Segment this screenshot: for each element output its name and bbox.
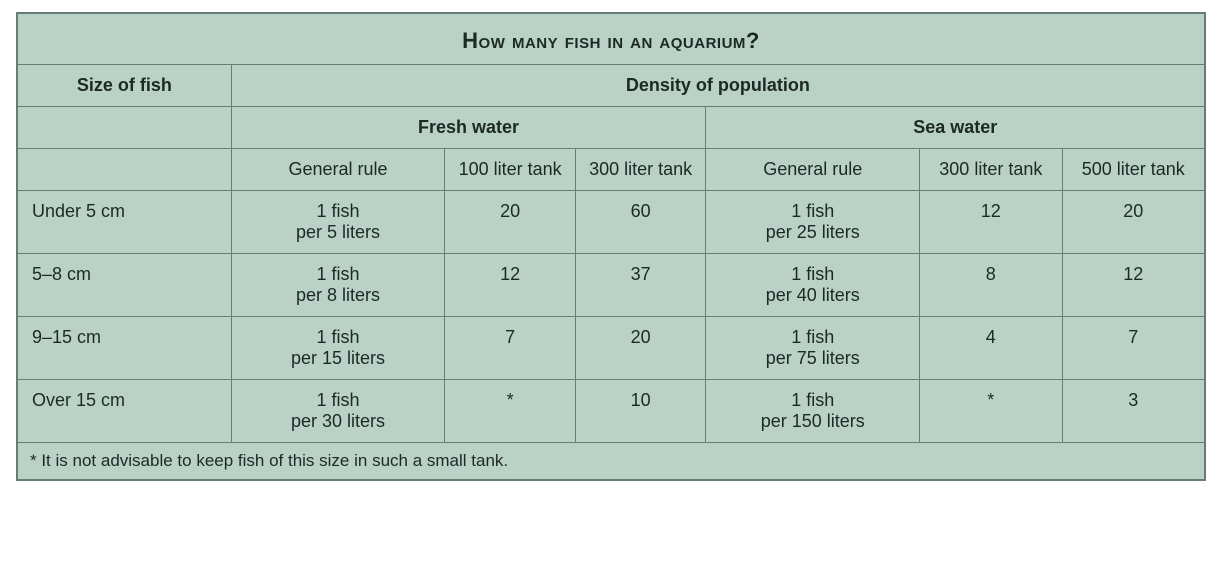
rule-line: 1 fish [716, 264, 909, 285]
size-cell: 5–8 cm [18, 254, 232, 317]
header-row-2: Fresh water Sea water [18, 107, 1205, 149]
rule-line: per 40 liters [716, 285, 909, 306]
size-cell: Under 5 cm [18, 191, 232, 254]
table-row: Under 5 cm 1 fish per 5 liters 20 60 1 f… [18, 191, 1205, 254]
rule-line: per 15 liters [242, 348, 435, 369]
size-cell: Over 15 cm [18, 380, 232, 443]
rule-line: 1 fish [242, 390, 435, 411]
table-row: 5–8 cm 1 fish per 8 liters 12 37 1 fish … [18, 254, 1205, 317]
size-header: Size of fish [18, 65, 232, 107]
fresh-rule-cell: 1 fish per 5 liters [231, 191, 445, 254]
sea-a-cell: * [920, 380, 1062, 443]
footnote: * It is not advisable to keep fish of th… [18, 443, 1205, 480]
fresh-a-cell: 12 [445, 254, 576, 317]
sea-a-cell: 8 [920, 254, 1062, 317]
sea-rule-cell: 1 fish per 40 liters [706, 254, 920, 317]
rule-line: per 150 liters [716, 411, 909, 432]
sea-b-cell: 20 [1062, 191, 1204, 254]
fresh-a-cell: * [445, 380, 576, 443]
sea-rule-cell: 1 fish per 75 liters [706, 317, 920, 380]
sea-b-cell: 12 [1062, 254, 1204, 317]
spacer-header [18, 107, 232, 149]
fresh-b-cell: 10 [575, 380, 706, 443]
rule-line: per 8 liters [242, 285, 435, 306]
table-row: 9–15 cm 1 fish per 15 liters 7 20 1 fish… [18, 317, 1205, 380]
fresh-b-cell: 37 [575, 254, 706, 317]
sea-tank1-header: 300 liter tank [920, 149, 1062, 191]
rule-line: 1 fish [716, 327, 909, 348]
sea-tank2-header: 500 liter tank [1062, 149, 1204, 191]
rule-line: per 30 liters [242, 411, 435, 432]
rule-line: 1 fish [242, 264, 435, 285]
rule-line: 1 fish [716, 201, 909, 222]
header-row-1: Size of fish Density of population [18, 65, 1205, 107]
footnote-row: * It is not advisable to keep fish of th… [18, 443, 1205, 480]
fresh-tank1-header: 100 liter tank [445, 149, 576, 191]
fresh-rule-cell: 1 fish per 15 liters [231, 317, 445, 380]
sea-water-header: Sea water [706, 107, 1205, 149]
spacer-subheader [18, 149, 232, 191]
sea-rule-cell: 1 fish per 150 liters [706, 380, 920, 443]
header-row-3: General rule 100 liter tank 300 liter ta… [18, 149, 1205, 191]
fresh-rule-header: General rule [231, 149, 445, 191]
fresh-b-cell: 60 [575, 191, 706, 254]
fresh-rule-cell: 1 fish per 30 liters [231, 380, 445, 443]
size-cell: 9–15 cm [18, 317, 232, 380]
fresh-rule-cell: 1 fish per 8 liters [231, 254, 445, 317]
sea-a-cell: 4 [920, 317, 1062, 380]
aquarium-density-table: How many fish in an aquarium? Size of fi… [16, 12, 1206, 481]
fresh-tank2-header: 300 liter tank [575, 149, 706, 191]
sea-a-cell: 12 [920, 191, 1062, 254]
fresh-a-cell: 7 [445, 317, 576, 380]
rule-line: per 75 liters [716, 348, 909, 369]
table-title: How many fish in an aquarium? [18, 14, 1205, 65]
fresh-water-header: Fresh water [231, 107, 706, 149]
sea-b-cell: 3 [1062, 380, 1204, 443]
sea-rule-cell: 1 fish per 25 liters [706, 191, 920, 254]
rule-line: 1 fish [242, 201, 435, 222]
rule-line: 1 fish [242, 327, 435, 348]
rule-line: per 5 liters [242, 222, 435, 243]
rule-line: 1 fish [716, 390, 909, 411]
fresh-b-cell: 20 [575, 317, 706, 380]
table-row: Over 15 cm 1 fish per 30 liters * 10 1 f… [18, 380, 1205, 443]
sea-rule-header: General rule [706, 149, 920, 191]
fresh-a-cell: 20 [445, 191, 576, 254]
density-header: Density of population [231, 65, 1204, 107]
title-row: How many fish in an aquarium? [18, 14, 1205, 65]
data-table: How many fish in an aquarium? Size of fi… [17, 13, 1205, 480]
rule-line: per 25 liters [716, 222, 909, 243]
sea-b-cell: 7 [1062, 317, 1204, 380]
